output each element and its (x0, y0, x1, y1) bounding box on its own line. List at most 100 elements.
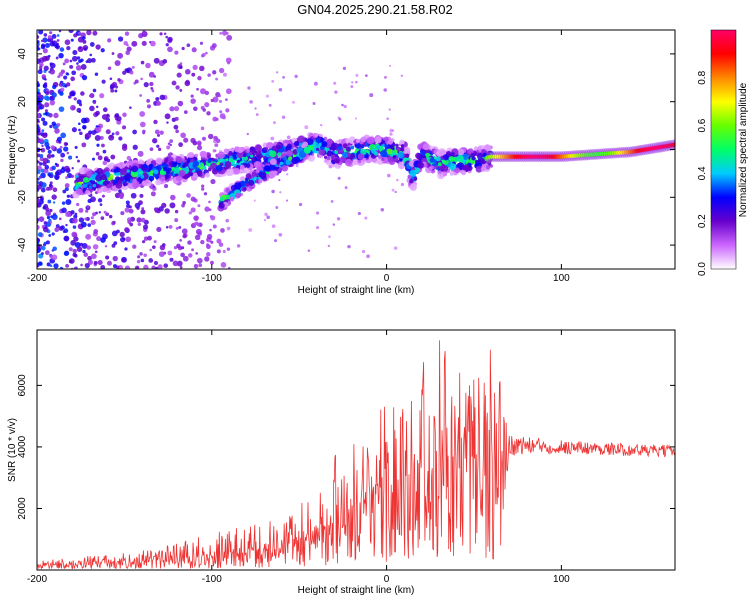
spectrogram-point (64, 39, 71, 46)
spectrogram-point (215, 138, 221, 144)
spectrogram-point (164, 208, 170, 214)
spectrogram-point (402, 146, 411, 155)
spectrogram-point (196, 140, 202, 146)
spectrogram-point (404, 153, 410, 158)
spectrogram-point (316, 226, 320, 230)
spectrogram-point (215, 164, 223, 172)
spectrogram-point (43, 168, 49, 174)
spectrogram-point (73, 236, 79, 242)
spectrogram-point (142, 163, 148, 169)
spectrogram-point (148, 71, 155, 78)
y-tick-label: 2000 (17, 497, 28, 520)
spectrogram-point (58, 217, 62, 221)
spectrogram-point (46, 262, 51, 267)
spectrogram-point (212, 224, 217, 229)
spectrogram-point (192, 160, 200, 167)
spectrogram-point (155, 164, 162, 172)
spectrogram-y-label: Frequency (Hz) (7, 116, 18, 185)
spectrogram-point (145, 62, 151, 69)
spectrogram-point (49, 100, 56, 106)
spectrogram-point (47, 199, 52, 204)
spectrogram-point (269, 158, 277, 166)
spectrogram-point (172, 161, 177, 166)
spectrogram-point (342, 66, 346, 70)
spectrogram-point (355, 117, 358, 120)
spectrogram-point (264, 147, 268, 151)
spectrogram-point (156, 133, 161, 137)
spectrogram-point (55, 224, 60, 229)
spectrogram-point (50, 172, 54, 175)
spectrogram-point (148, 163, 154, 168)
spectrogram-point (81, 74, 88, 81)
spectrogram-point (286, 150, 293, 157)
spectrogram-point (148, 258, 154, 263)
spectrogram-point (72, 252, 77, 257)
spectrogram-point (68, 247, 73, 252)
spectrogram-point (200, 239, 205, 245)
spectrogram-point (126, 169, 130, 173)
spectrogram-point (397, 161, 406, 170)
spectrogram-point (121, 125, 127, 130)
spectrogram-point (152, 185, 156, 189)
spectrogram-point (307, 249, 311, 252)
spectrogram-point (269, 150, 277, 158)
spectrogram-point (66, 45, 71, 51)
spectrogram-point (126, 203, 131, 209)
spectrogram-point (215, 77, 219, 81)
spectrogram-point (138, 159, 144, 165)
spectrogram-point (381, 157, 385, 161)
spectrogram-point (312, 102, 316, 106)
spectrogram-point (107, 38, 112, 43)
spectrogram-point (111, 132, 115, 136)
spectrogram-point (110, 154, 116, 160)
spectrogram-point (357, 211, 361, 216)
spectrogram-point (156, 226, 162, 233)
spectrogram-point (190, 94, 194, 98)
spectrogram-point (196, 87, 199, 91)
spectrogram-point (229, 196, 235, 202)
spectrogram-point (152, 245, 156, 249)
spectrogram-point (265, 151, 271, 158)
spectrogram-point (185, 68, 191, 75)
spectrogram-point (58, 82, 64, 87)
spectrogram-point (56, 34, 60, 37)
spectrogram-point (78, 31, 81, 35)
spectrogram-point (169, 139, 174, 143)
spectrogram-point (87, 255, 92, 261)
spectrogram-point (40, 147, 46, 153)
spectrogram-point (37, 197, 40, 203)
spectrogram-point (182, 164, 186, 168)
spectrogram-point (278, 167, 283, 172)
spectrogram-point (41, 117, 46, 122)
spectrogram-point (226, 226, 231, 231)
spectrogram-point (396, 147, 401, 152)
spectrogram-point (174, 116, 179, 121)
spectrogram-point (397, 151, 405, 159)
spectrogram-point (97, 260, 103, 266)
spectrogram-point (187, 152, 193, 158)
spectrogram-point (442, 154, 449, 161)
spectrogram-point (87, 223, 92, 227)
spectrogram-point (44, 112, 48, 116)
spectrogram-point (212, 149, 217, 153)
y-tick-label: 4000 (17, 435, 28, 458)
spectrogram-point (59, 145, 63, 149)
spectrogram-point (75, 177, 81, 183)
spectrogram-point (278, 232, 283, 237)
snr-y-ticks: 2000 4000 6000 (17, 374, 675, 520)
spectrogram-point (76, 202, 80, 207)
spectrogram-point (58, 225, 64, 231)
spectrogram-point (61, 201, 66, 205)
spectrogram-point (66, 151, 70, 155)
spectrogram-point (105, 129, 111, 135)
spectrogram-point (428, 166, 433, 171)
spectrogram-point (76, 56, 81, 60)
spectrogram-point (72, 248, 77, 254)
spectrogram-point (141, 240, 146, 244)
spectrogram-point (413, 177, 418, 181)
spectrogram-point (89, 105, 95, 112)
spectrogram-point (354, 148, 359, 152)
spectrogram-point (37, 118, 40, 122)
spectrogram-point (37, 58, 41, 64)
spectrogram-point (68, 259, 73, 264)
